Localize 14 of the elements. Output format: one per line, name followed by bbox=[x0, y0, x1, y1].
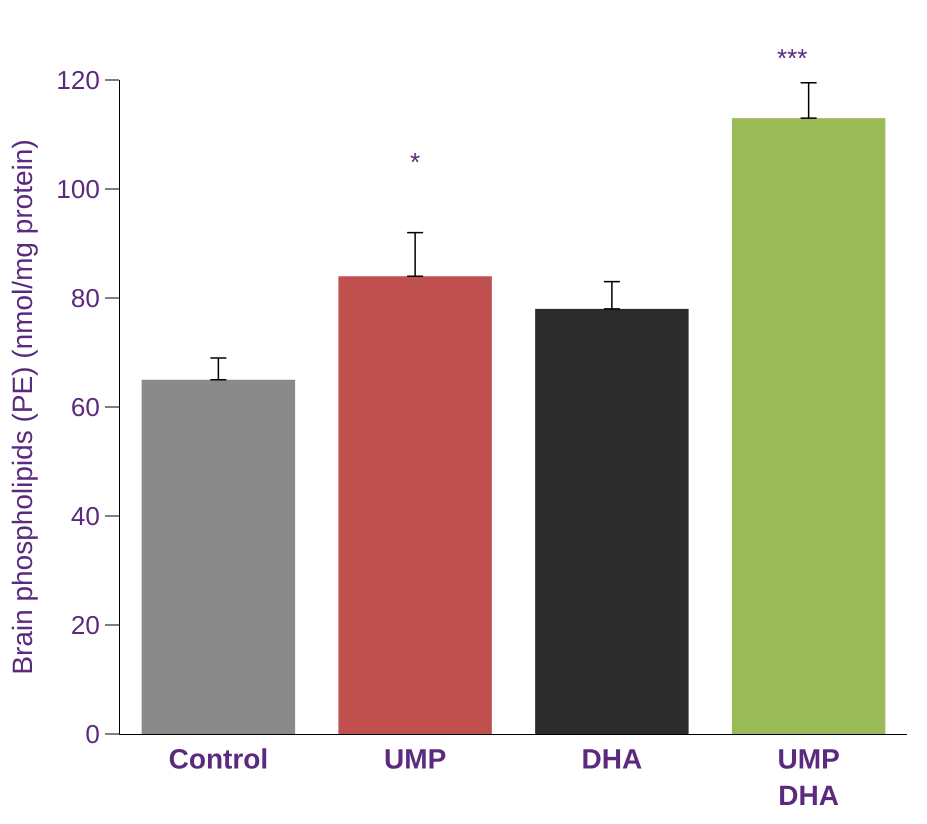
y-tick-label: 100 bbox=[56, 174, 100, 204]
x-tick-label: UMP DHA bbox=[778, 744, 840, 811]
annotation: * bbox=[410, 147, 420, 177]
x-tick-label: UMP bbox=[384, 744, 446, 775]
text: *** bbox=[777, 43, 808, 73]
y-tick-label: 0 bbox=[85, 719, 100, 750]
x-tick-label: DHA bbox=[582, 744, 642, 775]
y-tick-label: 20 bbox=[70, 610, 100, 640]
y-tick-label: 120 bbox=[56, 65, 100, 96]
x-tick-label: Control bbox=[168, 744, 268, 775]
y-tick-label: 40 bbox=[70, 501, 100, 532]
y-tick-label: 80 bbox=[70, 283, 100, 314]
y-axis-title: Brain phospholipids (PE) (nmol/mg protein) bbox=[7, 139, 38, 675]
y-tick-label: 60 bbox=[70, 392, 100, 422]
